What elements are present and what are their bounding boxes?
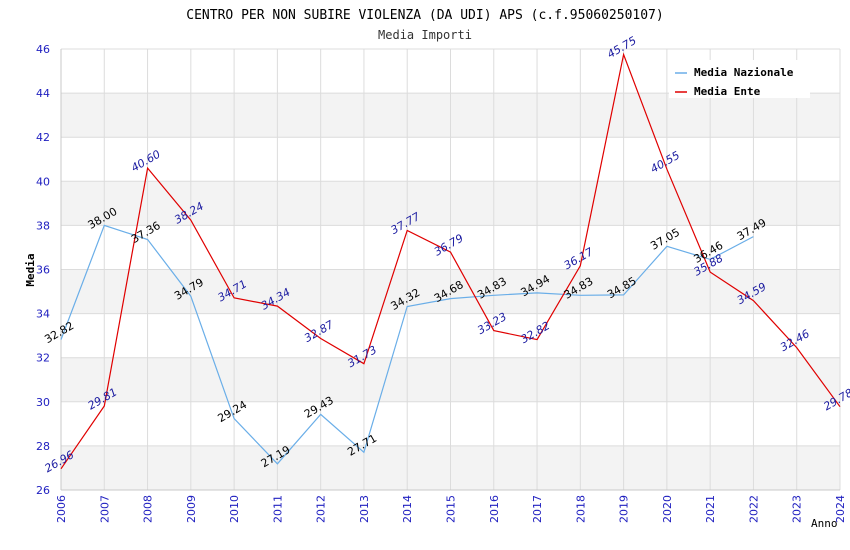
y-axis-label: Media: [24, 253, 37, 286]
x-tick-label: 2020: [661, 495, 674, 523]
x-tick-label: 2009: [185, 495, 198, 523]
x-tick-label: 2022: [747, 495, 760, 523]
x-tick-label: 2014: [401, 495, 414, 523]
y-tick-label: 36: [36, 264, 50, 277]
y-tick-label: 26: [36, 484, 50, 497]
legend-label-ente: Media Ente: [694, 85, 761, 98]
series-layer: [60, 52, 841, 470]
series-line-ente: [60, 52, 841, 470]
chart-title: CENTRO PER NON SUBIRE VIOLENZA (DA UDI) …: [186, 8, 663, 23]
legend-label-nazionale: Media Nazionale: [694, 66, 794, 79]
series-line-nazionale: [60, 224, 754, 465]
x-axis-ticks: 2006 2007 2008 2009 2010 2011 2012 2013 2014 2015…: [55, 495, 847, 523]
x-tick-label: 2017: [531, 495, 544, 523]
legend: Media Nazionale Media Ente: [669, 60, 810, 98]
legend-box: [669, 60, 810, 98]
x-tick-label: 2023: [791, 495, 804, 523]
x-tick-label: 2019: [618, 495, 631, 523]
x-tick-label: 2021: [704, 495, 717, 523]
x-tick-label: 2013: [358, 495, 371, 523]
y-tick-label: 28: [36, 440, 50, 453]
y-tick-label: 42: [36, 131, 50, 144]
y-tick-label: 40: [36, 175, 50, 188]
y-tick-label: 46: [36, 43, 50, 56]
x-tick-label: 2011: [271, 495, 284, 523]
x-tick-label: 2018: [574, 495, 587, 523]
y-tick-label: 44: [36, 87, 50, 100]
x-axis-label: Anno: [811, 517, 838, 530]
y-tick-label: 30: [36, 396, 50, 409]
x-tick-label: 2015: [445, 495, 458, 523]
y-axis-ticks: 26 28 30 32 34 36 38 40 42 44 46: [36, 43, 50, 497]
x-tick-label: 2024: [834, 495, 847, 523]
chart-subtitle: Media Importi: [378, 28, 472, 42]
x-tick-label: 2006: [55, 495, 68, 523]
y-tick-label: 32: [36, 352, 50, 365]
y-tick-label: 38: [36, 219, 50, 232]
x-tick-label: 2007: [98, 495, 111, 523]
x-tick-label: 2016: [488, 495, 501, 523]
y-tick-label: 34: [36, 308, 50, 321]
x-tick-label: 2012: [315, 495, 328, 523]
x-tick-label: 2010: [228, 495, 241, 523]
x-tick-label: 2008: [142, 495, 155, 523]
